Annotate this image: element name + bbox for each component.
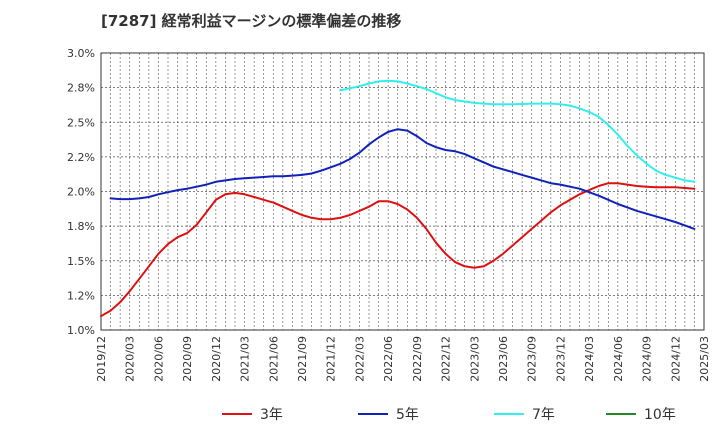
y-tick-label: 2.8% [67, 82, 95, 95]
y-tick-label: 1.0% [67, 324, 95, 337]
series-line-7年 [339, 79, 696, 183]
legend-label-10年: 10年 [644, 407, 676, 423]
legend-label-5年: 5年 [396, 407, 419, 423]
y-tick-label: 3.0% [67, 47, 95, 60]
chart-title: [7287] 経常利益マージンの標準偏差の推移 [101, 12, 402, 30]
y-tick-label: 2.5% [67, 116, 95, 129]
x-tick-label: 2019/12 [95, 336, 108, 382]
series-layer [100, 79, 696, 318]
legend-label-7年: 7年 [532, 407, 555, 423]
x-tick-label: 2021/09 [296, 336, 309, 382]
x-tick-label: 2023/09 [526, 336, 539, 382]
x-tick-label: 2023/03 [468, 336, 481, 382]
x-tick-label: 2024/06 [612, 336, 625, 382]
x-tick-label: 2024/12 [669, 336, 682, 382]
x-tick-label: 2024/03 [583, 336, 596, 382]
grid-layer [101, 53, 704, 330]
y-tick-label: 2.0% [67, 186, 95, 199]
x-tick-label: 2022/12 [440, 336, 453, 382]
x-tick-label: 2023/12 [554, 336, 567, 382]
x-tick-label: 2020/12 [210, 336, 223, 382]
x-tick-label: 2020/09 [181, 336, 194, 382]
y-axis-tick-labels: 1.0% 1.2% 1.5% 1.8% 2.0% 2.2% 2.5% 2.8% 3.0% [67, 47, 95, 337]
x-tick-label: 2024/09 [641, 336, 654, 382]
y-tick-label: 1.5% [67, 255, 95, 268]
series-line-5年 [109, 128, 696, 230]
series-line-3年 [100, 182, 696, 318]
legend-label-3年: 3年 [260, 407, 283, 423]
x-tick-label: 2025/03 [698, 336, 711, 382]
x-axis-tick-labels: 2019/12 2020/03 2020/06 2020/09 2020/12 2021/… [95, 336, 711, 382]
x-tick-label: 2020/03 [124, 336, 137, 382]
x-tick-label: 2021/12 [325, 336, 338, 382]
x-tick-label: 2020/06 [152, 336, 165, 382]
y-tick-label: 1.8% [67, 220, 95, 233]
y-tick-label: 1.2% [67, 289, 95, 302]
x-tick-label: 2022/06 [382, 336, 395, 382]
plot-area-border [100, 52, 705, 331]
y-tick-label: 2.2% [67, 151, 95, 164]
x-tick-label: 2021/06 [267, 336, 280, 382]
x-tick-label: 2022/09 [411, 336, 424, 382]
x-tick-label: 2021/03 [239, 336, 252, 382]
legend: 3年 5年 7年 10年 [222, 407, 676, 423]
x-tick-label: 2022/03 [353, 336, 366, 382]
x-tick-label: 2023/06 [497, 336, 510, 382]
